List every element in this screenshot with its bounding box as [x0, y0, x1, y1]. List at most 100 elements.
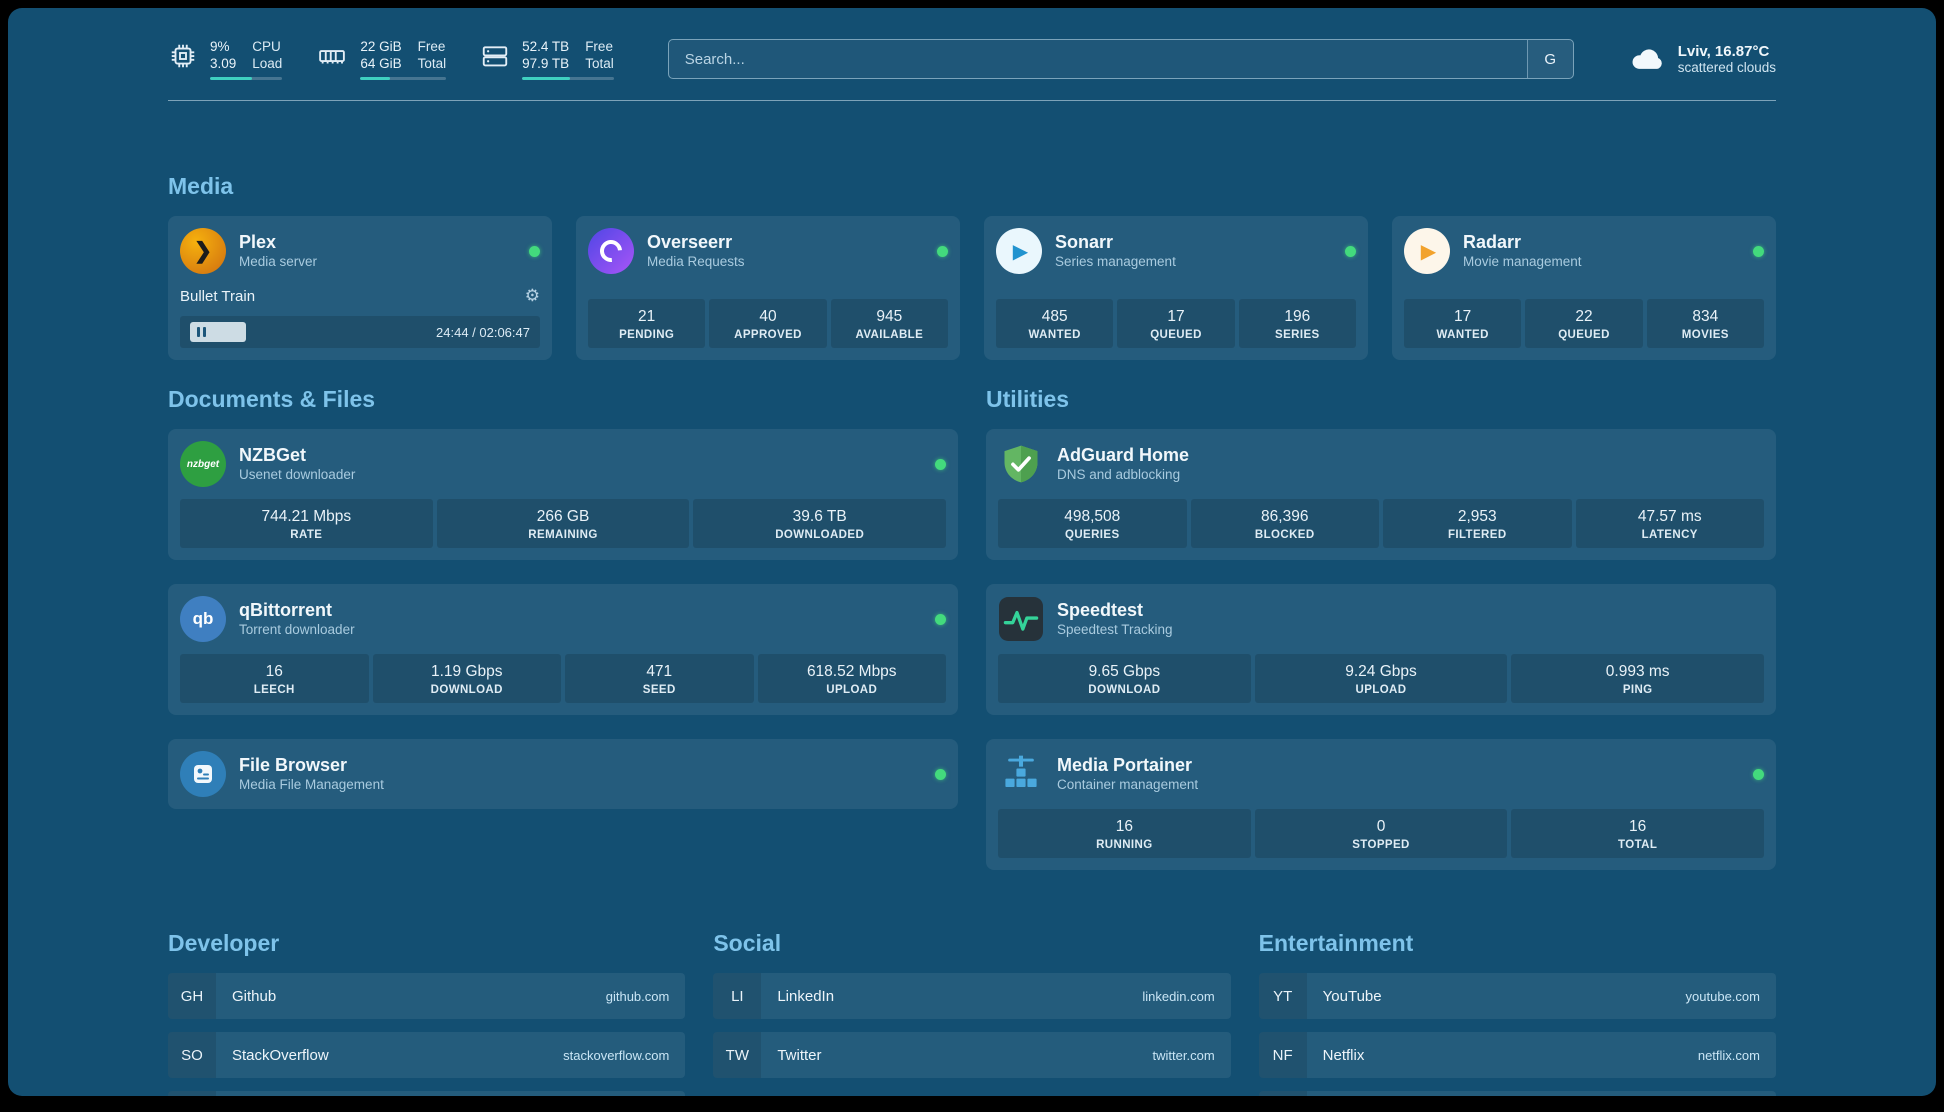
top-bar: 9% 3.09 CPU Load	[168, 38, 1776, 80]
search-bar: G	[667, 39, 1574, 79]
app-title: Plex	[239, 232, 277, 252]
stat-tile: 86,396 BLOCKED	[1190, 499, 1379, 548]
system-widgets: 9% 3.09 CPU Load	[168, 38, 614, 80]
disk-widget: 52.4 TB 97.9 TB Free Total	[480, 38, 614, 80]
bookmark-linkedin[interactable]: LI LinkedIn linkedin.com	[713, 973, 1231, 1019]
bookmark-name: StackOverflow	[232, 1046, 329, 1064]
memory-widget: 22 GiB 64 GiB Free Total	[316, 38, 447, 80]
bookmark-dev[interactable]: DT DEV dev.to	[168, 1091, 686, 1096]
bookmark-twitter[interactable]: TW Twitter twitter.com	[713, 1032, 1231, 1078]
bookmark-name: YouTube	[1322, 987, 1382, 1005]
nzbget-icon: nzbget	[180, 441, 226, 487]
disk-total-label: Total	[585, 56, 614, 71]
app-subtitle: Torrent downloader	[239, 622, 355, 637]
media-section: Media ❯ Plex Media server Bullet Train ⚙	[168, 173, 1776, 360]
utilities-section-title: Utilities	[986, 386, 1070, 412]
app-subtitle: Series management	[1055, 254, 1176, 269]
app-card-nzbget[interactable]: nzbget NZBGet Usenet downloader 744.21 M…	[168, 429, 958, 560]
app-card-qbittorrent[interactable]: qb qBittorrent Torrent downloader 16 LEE…	[168, 584, 958, 715]
memory-free-label: Free	[417, 39, 446, 54]
qbittorrent-icon: qb	[180, 596, 226, 642]
cloud-icon	[1628, 42, 1666, 77]
memory-total-label: Total	[417, 56, 447, 71]
app-subtitle: DNS and adblocking	[1057, 467, 1181, 482]
bookmark-abbr: YT	[1258, 973, 1307, 1019]
bookmark-url: github.com	[605, 988, 670, 1004]
header-divider	[168, 100, 1776, 101]
plex-icon: ❯	[180, 228, 226, 274]
status-dot	[1345, 245, 1356, 257]
app-card-radarr[interactable]: ▶ Radarr Movie management 17 WANTED 22 Q…	[1392, 216, 1776, 360]
portainer-icon	[998, 751, 1044, 797]
app-card-adguard[interactable]: AdGuard Home DNS and adblocking 498,508 …	[986, 429, 1776, 560]
bookmark-abbr: SO	[168, 1032, 216, 1078]
memory-ram-icon	[316, 38, 348, 76]
bookmark-abbr: TW	[713, 1032, 762, 1078]
stat-tile: 22 QUEUED	[1525, 299, 1643, 348]
status-dot	[529, 245, 540, 257]
bookmark-youtube[interactable]: YT YouTube youtube.com	[1258, 973, 1776, 1019]
bookmark-url: linkedin.com	[1142, 988, 1215, 1004]
social-section-title: Social	[713, 930, 782, 956]
stat-tile: 47.57 ms LATENCY	[1575, 499, 1764, 548]
bookmark-url: youtube.com	[1685, 988, 1760, 1004]
bookmark-github[interactable]: GH Github github.com	[168, 973, 686, 1019]
stat-tile: 618.52 Mbps UPLOAD	[757, 654, 946, 703]
adguard-icon	[998, 441, 1044, 487]
app-card-speedtest[interactable]: Speedtest Speedtest Tracking 9.65 Gbps D…	[986, 584, 1776, 715]
search-provider-button[interactable]: G	[1526, 40, 1573, 78]
app-card-filebrowser[interactable]: File Browser Media File Management	[168, 739, 958, 809]
status-dot	[1753, 768, 1764, 780]
pause-button[interactable]	[190, 322, 246, 342]
search-input[interactable]	[668, 40, 1527, 78]
app-subtitle: Movie management	[1463, 254, 1582, 269]
disk-free-value: 52.4 TB	[522, 39, 570, 54]
documents-section: Documents & Files nzbget NZBGet Usenet d…	[168, 386, 958, 809]
bookmark-netflix[interactable]: NF Netflix netflix.com	[1258, 1032, 1776, 1078]
bookmark-abbr: LI	[713, 973, 762, 1019]
status-dot	[935, 613, 946, 625]
cpu-load-value: 3.09	[210, 56, 237, 71]
bookmark-reddit[interactable]: RE Reddit reddit.com	[1258, 1091, 1776, 1096]
app-title: NZBGet	[239, 445, 306, 465]
cpu-usage-value: 9%	[210, 39, 230, 54]
stat-tile: 266 GB REMAINING	[436, 499, 690, 548]
app-title: Sonarr	[1055, 232, 1114, 252]
bookmark-url: stackoverflow.com	[563, 1047, 670, 1063]
bookmarks-entertainment: Entertainment YT YouTube youtube.com NF …	[1258, 930, 1776, 1096]
stat-tile: 40 APPROVED	[709, 299, 827, 348]
cpu-chip-icon	[168, 38, 198, 76]
dashboard-page: 9% 3.09 CPU Load	[8, 8, 1936, 1096]
app-subtitle: Media File Management	[239, 777, 384, 792]
stat-tile: 945 AVAILABLE	[830, 299, 948, 348]
app-subtitle: Usenet downloader	[239, 467, 356, 482]
stat-tile: 498,508 QUERIES	[998, 499, 1187, 548]
bookmark-abbr: GH	[168, 973, 216, 1019]
stat-tile: 1.19 Gbps DOWNLOAD	[372, 654, 561, 703]
stat-tile: 471 SEED	[565, 654, 754, 703]
app-title: Overseerr	[647, 232, 733, 252]
app-card-overseerr[interactable]: Overseerr Media Requests 21 PENDING 40 A…	[576, 216, 960, 360]
app-card-portainer[interactable]: Media Portainer Container management 16 …	[986, 739, 1776, 870]
bookmarks-social: Social LI LinkedIn linkedin.com TW Twitt…	[713, 930, 1231, 1096]
stat-tile: 16 TOTAL	[1511, 809, 1765, 858]
app-card-sonarr[interactable]: ▶ Sonarr Series management 485 WANTED 17…	[984, 216, 1368, 360]
bookmark-abbr: NF	[1258, 1032, 1307, 1078]
status-dot	[1753, 245, 1764, 257]
status-dot	[935, 458, 946, 470]
stat-tile: 834 MOVIES	[1646, 299, 1764, 348]
stat-tile: 9.24 Gbps UPLOAD	[1254, 654, 1508, 703]
stat-tile: 17 WANTED	[1404, 299, 1522, 348]
memory-total-value: 64 GiB	[360, 56, 402, 71]
bookmark-stackoverflow[interactable]: SO StackOverflow stackoverflow.com	[168, 1032, 686, 1078]
app-title: qBittorrent	[239, 600, 332, 620]
gear-icon[interactable]: ⚙	[524, 286, 540, 305]
weather-condition: scattered clouds	[1677, 60, 1776, 75]
stat-tile: 0.993 ms PING	[1511, 654, 1765, 703]
app-card-plex[interactable]: ❯ Plex Media server Bullet Train ⚙ 24:44…	[168, 216, 552, 360]
developer-section-title: Developer	[168, 930, 280, 956]
status-dot	[935, 768, 946, 780]
memory-free-value: 22 GiB	[360, 39, 402, 54]
bookmark-url: twitter.com	[1152, 1047, 1215, 1063]
cpu-load-label: Load	[252, 56, 283, 71]
